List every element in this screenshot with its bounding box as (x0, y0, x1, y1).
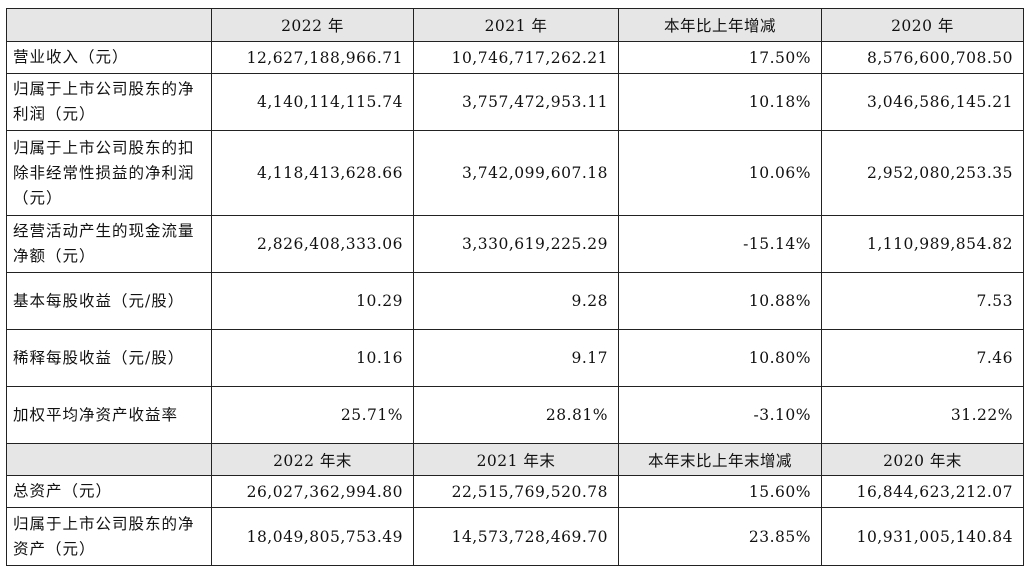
cell-change: 10.80% (618, 329, 822, 387)
cell-2022: 25.71% (211, 386, 414, 444)
cell-2021-end: 22,515,769,520.78 (413, 475, 619, 508)
cell-2022-end: 18,049,805,753.49 (211, 507, 414, 566)
header-row-year-end: 2022 年末 2021 年末 本年末比上年末增减 2020 年末 (6, 443, 1024, 476)
cell-change: -15.14% (618, 215, 822, 273)
cell-2022-end: 26,027,362,994.80 (211, 475, 414, 508)
cell-2020: 3,046,586,145.21 (821, 73, 1024, 131)
header-cell-blank (6, 8, 212, 42)
header-cell-2020-end: 2020 年末 (821, 443, 1024, 476)
cell-change: 10.18% (618, 73, 822, 131)
table-row-diluted-eps: 稀释每股收益（元/股） 10.16 9.17 10.80% 7.46 (6, 329, 1024, 387)
header-cell-2022-end: 2022 年末 (211, 443, 414, 476)
cell-change: 10.06% (618, 130, 822, 216)
table-row-operating-cashflow: 经营活动产生的现金流量净额（元） 2,826,408,333.06 3,330,… (6, 215, 1024, 273)
table-row-net-assets: 归属于上市公司股东的净资产（元） 18,049,805,753.49 14,57… (6, 507, 1024, 566)
cell-change-end: 23.85% (618, 507, 822, 566)
financial-table-container: 2022 年 2021 年 本年比上年增减 2020 年 营业收入（元） 12,… (6, 8, 1024, 566)
cell-2022: 10.16 (211, 329, 414, 387)
cell-2020: 31.22% (821, 386, 1024, 444)
cell-change: 17.50% (618, 41, 822, 74)
row-label: 稀释每股收益（元/股） (6, 329, 212, 387)
row-label: 归属于上市公司股东的净资产（元） (6, 507, 212, 566)
cell-2022: 10.29 (211, 272, 414, 330)
header-cell-2020: 2020 年 (821, 8, 1024, 42)
cell-2021: 3,757,472,953.11 (413, 73, 619, 131)
cell-2020: 7.46 (821, 329, 1024, 387)
row-label: 归属于上市公司股东的净利润（元） (6, 73, 212, 131)
cell-change-end: 15.60% (618, 475, 822, 508)
cell-change: -3.10% (618, 386, 822, 444)
cell-2022: 2,826,408,333.06 (211, 215, 414, 273)
cell-change: 10.88% (618, 272, 822, 330)
cell-2020: 8,576,600,708.50 (821, 41, 1024, 74)
cell-2020-end: 16,844,623,212.07 (821, 475, 1024, 508)
row-label: 归属于上市公司股东的扣除非经常性损益的净利润（元） (6, 130, 212, 216)
row-label: 营业收入（元） (6, 41, 212, 74)
financial-summary-table: 2022 年 2021 年 本年比上年增减 2020 年 营业收入（元） 12,… (6, 8, 1024, 566)
cell-2020: 1,110,989,854.82 (821, 215, 1024, 273)
cell-2022: 4,140,114,115.74 (211, 73, 414, 131)
cell-2021: 3,742,099,607.18 (413, 130, 619, 216)
row-label: 基本每股收益（元/股） (6, 272, 212, 330)
table-row-net-profit-deducted: 归属于上市公司股东的扣除非经常性损益的净利润（元） 4,118,413,628.… (6, 130, 1024, 216)
table-row-net-profit: 归属于上市公司股东的净利润（元） 4,140,114,115.74 3,757,… (6, 73, 1024, 131)
cell-2022: 12,627,188,966.71 (211, 41, 414, 74)
header-cell-blank (6, 443, 212, 476)
cell-2021: 9.17 (413, 329, 619, 387)
header-row-annual: 2022 年 2021 年 本年比上年增减 2020 年 (6, 8, 1024, 42)
header-cell-change: 本年比上年增减 (618, 8, 822, 42)
table-row-weighted-roe: 加权平均净资产收益率 25.71% 28.81% -3.10% 31.22% (6, 386, 1024, 444)
table-row-basic-eps: 基本每股收益（元/股） 10.29 9.28 10.88% 7.53 (6, 272, 1024, 330)
table-row-revenue: 营业收入（元） 12,627,188,966.71 10,746,717,262… (6, 41, 1024, 74)
row-label: 经营活动产生的现金流量净额（元） (6, 215, 212, 273)
cell-2021: 28.81% (413, 386, 619, 444)
header-cell-2021: 2021 年 (413, 8, 619, 42)
table-row-total-assets: 总资产（元） 26,027,362,994.80 22,515,769,520.… (6, 475, 1024, 508)
row-label: 总资产（元） (6, 475, 212, 508)
cell-2022: 4,118,413,628.66 (211, 130, 414, 216)
cell-2021: 9.28 (413, 272, 619, 330)
row-label: 加权平均净资产收益率 (6, 386, 212, 444)
cell-2021-end: 14,573,728,469.70 (413, 507, 619, 566)
cell-2021: 10,746,717,262.21 (413, 41, 619, 74)
header-cell-2022: 2022 年 (211, 8, 414, 42)
cell-2020: 2,952,080,253.35 (821, 130, 1024, 216)
header-cell-2021-end: 2021 年末 (413, 443, 619, 476)
header-cell-change-end: 本年末比上年末增减 (618, 443, 822, 476)
cell-2021: 3,330,619,225.29 (413, 215, 619, 273)
cell-2020-end: 10,931,005,140.84 (821, 507, 1024, 566)
cell-2020: 7.53 (821, 272, 1024, 330)
